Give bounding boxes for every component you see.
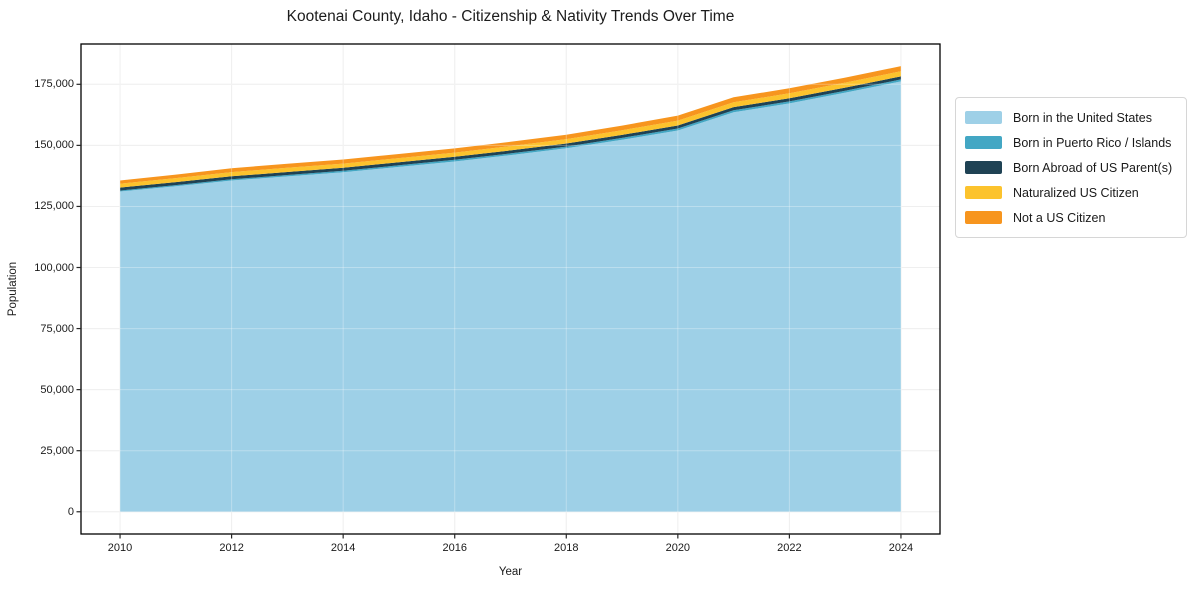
legend-entry-2: Born Abroad of US Parent(s) (965, 155, 1176, 180)
x-tick-label-2014: 2014 (330, 542, 356, 554)
y-axis-label: Population (7, 261, 19, 317)
area-series-0 (120, 81, 901, 512)
y-tick-label-125000: 125,000 (34, 200, 74, 213)
chart-title: Kootenai County, Idaho - Citizenship & N… (286, 8, 735, 25)
legend-entry-4: Not a US Citizen (965, 205, 1176, 230)
legend-label: Born Abroad of US Parent(s) (1013, 160, 1173, 175)
x-tick-label-2016: 2016 (442, 542, 467, 554)
y-tick-label-50000: 50,000 (40, 383, 74, 396)
legend-entry-0: Born in the United States (965, 105, 1176, 130)
x-axis-label: Year (498, 566, 523, 578)
x-tick-label-2022: 2022 (777, 542, 802, 554)
legend-swatch-icon (965, 111, 1002, 124)
legend-label: Not a US Citizen (1013, 210, 1106, 225)
legend-swatch-icon (965, 186, 1002, 199)
legend-entry-1: Born in Puerto Rico / Islands (965, 130, 1176, 155)
legend-label: Naturalized US Citizen (1013, 185, 1139, 200)
legend-swatch-icon (965, 211, 1002, 224)
x-tick-label-2010: 2010 (107, 542, 133, 554)
area-series-3 (120, 71, 901, 188)
y-tick-label-75000: 75,000 (40, 322, 74, 335)
chart-legend: Born in the United States Born in Puerto … (955, 97, 1187, 238)
legend-label: Born in the United States (1013, 110, 1152, 125)
legend-swatch-icon (965, 161, 1002, 174)
y-tick-label-150000: 150,000 (34, 139, 74, 152)
plot-frame (80, 43, 941, 535)
x-tick-label-2020: 2020 (665, 542, 691, 554)
y-tick-label-25000: 25,000 (40, 444, 74, 457)
y-tick-label-100000: 100,000 (34, 261, 74, 274)
legend-swatch-icon (965, 136, 1002, 149)
legend-label: Born in Puerto Rico / Islands (1013, 135, 1172, 150)
y-tick-label-175000: 175,000 (34, 78, 74, 91)
legend-entry-3: Naturalized US Citizen (965, 180, 1176, 205)
y-tick-label-0: 0 (67, 505, 74, 518)
x-tick-label-2024: 2024 (888, 542, 914, 554)
x-tick-label-2018: 2018 (554, 542, 579, 554)
x-tick-label-2012: 2012 (219, 542, 244, 554)
